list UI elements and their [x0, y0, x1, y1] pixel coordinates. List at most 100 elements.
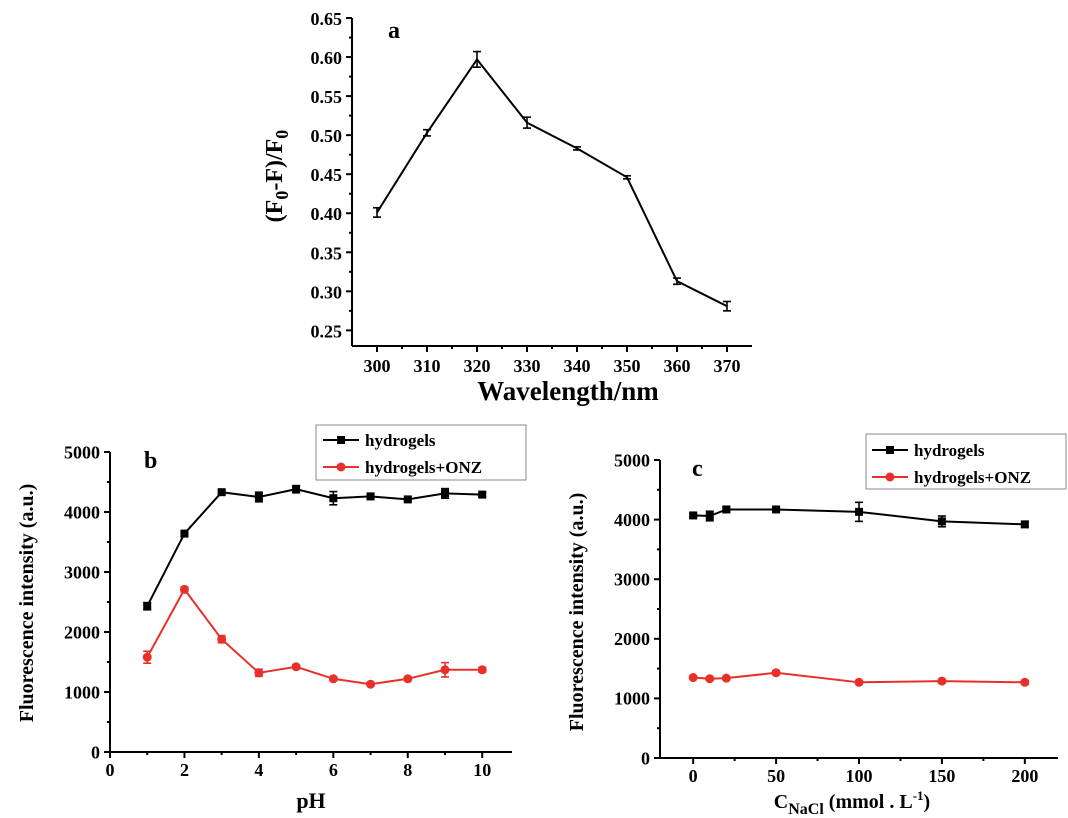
panel-c-y-tick-label: 2000 [614, 629, 650, 649]
panel-b-series-1-line [146, 587, 483, 686]
panel-a-x-tick-label: 330 [514, 356, 541, 376]
panel-b-series-0-point [254, 493, 263, 501]
panel-b-series-1-point [477, 665, 487, 675]
panel-b-series-1-point [179, 584, 189, 594]
panel-c-series-1-point [854, 677, 864, 687]
panel-c-legend-marker-hydrogels [886, 446, 894, 454]
panel-b-x-tick-label: 6 [329, 760, 338, 780]
panel-b-series-0-point [292, 485, 301, 494]
panel-c-y-tick-label: 1000 [614, 689, 650, 709]
panel-c-series-1-point [688, 673, 698, 683]
panel-c-y-axis-title: Fluorescence intensity (a.u.) [566, 493, 588, 732]
panel-b-letter: b [144, 448, 157, 474]
panel-b-legend-marker-onz [336, 462, 346, 472]
panel-b-legend-marker-hydrogels [337, 436, 345, 444]
panel-c-series-1-point [1020, 677, 1030, 687]
panel-b-x-tick-label: 0 [106, 760, 115, 780]
panel-a-series-0-line [376, 57, 728, 308]
panel-a-y-tick-label: 0.65 [311, 9, 343, 29]
panel-c-series-1-point [721, 673, 731, 683]
panel-a-y-tick-label: 0.50 [311, 126, 343, 146]
panel-c-x-title-part: C [774, 791, 788, 813]
panel-b-legend-label-hydrogels: hydrogels [365, 431, 436, 450]
panel-b-legend: hydrogels hydrogels+ONZ [315, 424, 527, 481]
panel-b-y-tick-label: 1000 [64, 682, 100, 702]
panel-b-legend-label-onz: hydrogels+ONZ [365, 458, 482, 477]
panel-c-x-tick-label: 50 [767, 766, 785, 786]
panel-b-y-tick-label: 5000 [64, 442, 100, 462]
panel-a-x-tick-label: 300 [364, 356, 391, 376]
panel-a-y-tick-label: 0.40 [311, 204, 343, 224]
panel-a-letter: a [388, 18, 400, 44]
panel-b-series-0-line [146, 488, 483, 607]
panel-b-series-1-point [142, 652, 152, 662]
panel-b-y-tick-label: 4000 [64, 502, 100, 522]
panel-c-x-tick-label: 100 [846, 766, 873, 786]
panel-c-series-0-point [705, 512, 714, 521]
panel-a-y-tick-label: 0.60 [311, 48, 343, 68]
panel-b-series-0-point [143, 602, 152, 611]
panel-b-series-1-point [328, 674, 338, 684]
panel-c-series-1-point [705, 674, 715, 684]
panel-a-x-tick-label: 320 [464, 356, 491, 376]
panel-a-x-tick-label: 340 [564, 356, 591, 376]
panel-b-x-tick-label: 10 [473, 760, 491, 780]
panel-a-y-tick-label: 0.30 [311, 282, 343, 302]
panel-b-series-1-point [366, 679, 376, 689]
panel-a-y-title-part: -F)/F [262, 139, 288, 191]
panel-a-y-title-part: (F [262, 200, 288, 223]
panel-c-y-tick-label: 0 [641, 748, 650, 768]
panel-a-x-tick-label: 370 [714, 356, 741, 376]
panel-c-legend-box [865, 433, 1067, 490]
panel-c-y-tick-label: 5000 [614, 450, 650, 470]
panel-b-series-0-point [403, 495, 412, 504]
panel-a-y-tick-label: 0.35 [311, 243, 343, 263]
panel-b-x-axis-title: pH [296, 788, 325, 813]
panel-c-legend-label-onz: hydrogels+ONZ [914, 468, 1031, 487]
panel-b-x-tick-label: 2 [180, 760, 189, 780]
panel-c-x-title-sub: NaCl [788, 801, 824, 818]
panel-b-series-0-point [217, 488, 226, 497]
panel-b-series-1-point [254, 668, 264, 678]
panel-c-legend-label-hydrogels: hydrogels [914, 441, 985, 460]
panel-c-series-0-point [722, 505, 731, 514]
panel-c-y-tick-label: 4000 [614, 510, 650, 530]
panel-c-x-tick-label: 150 [928, 766, 955, 786]
panel-a-y-axis-title: (F0-F)/F0 [262, 130, 292, 223]
panel-b-y-axis-title: Fluorescence intensity (a.u.) [16, 484, 38, 723]
panel-a-x-tick-label: 310 [414, 356, 441, 376]
panel-a-y-title-sub: 0 [272, 191, 292, 200]
panel-c-series-1-point [771, 668, 781, 678]
panel-b-series-1-point [217, 634, 227, 644]
panel-b-series-0-point [478, 490, 487, 499]
panel-b-series-1-point [291, 662, 301, 672]
panel-c-x-tick-label: 200 [1011, 766, 1038, 786]
panel-b-series-1-point [440, 665, 450, 675]
panel-c-series-0-point [855, 507, 863, 516]
panel-c-letter: c [692, 456, 703, 482]
panel-a-chart: a 300 310 320 330 340 350 360 370 0.25 0.30 0.35 0.… [262, 9, 752, 406]
panel-a-y-tick-label: 0.55 [311, 87, 343, 107]
panel-c-x-tick-label: 0 [689, 766, 698, 786]
panel-c-x-title-part: (mmol . L [824, 791, 913, 813]
panel-b-series-0-point [441, 489, 449, 498]
panel-c-series-0-point [1020, 520, 1029, 529]
panel-b-x-tick-label: 4 [254, 760, 263, 780]
panel-a-y-tick-label: 0.25 [311, 321, 343, 341]
panel-b-series-0-point [180, 529, 189, 538]
panel-b-chart: b 0 2 4 6 8 10 0 1000 2000 3000 4000 5000 pH Fluore… [16, 424, 527, 813]
panel-c-x-title-sup: -1 [913, 788, 924, 803]
panel-a-y-tick-label: 0.45 [311, 165, 343, 185]
panel-b-y-tick-label: 3000 [64, 562, 100, 582]
panel-c-y-tick-label: 3000 [614, 570, 650, 590]
panel-c-series-1-point [937, 676, 947, 686]
panel-a-x-tick-label: 350 [614, 356, 641, 376]
panel-c-legend: hydrogels hydrogels+ONZ [865, 433, 1067, 490]
panel-c-series-0-point [937, 517, 946, 526]
panel-b-series-0-point [366, 492, 375, 501]
panel-b-x-tick-label: 8 [403, 760, 412, 780]
panel-b-y-tick-label: 2000 [64, 622, 100, 642]
panel-b-y-tick-label: 0 [91, 742, 100, 762]
